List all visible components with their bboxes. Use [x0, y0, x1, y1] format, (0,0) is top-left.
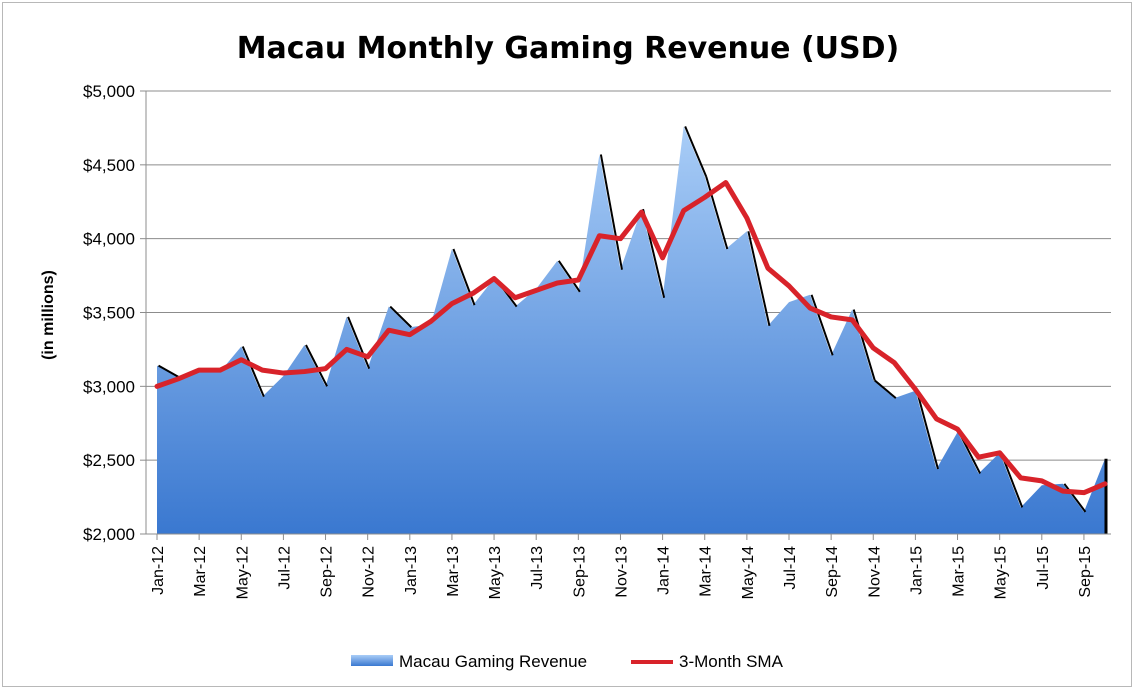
x-tick-label: May-12: [234, 546, 251, 599]
revenue-area-edge: [599, 154, 623, 270]
revenue-area-edge: [1063, 483, 1087, 513]
revenue-area-edge: [684, 126, 708, 178]
y-tick-label: $4,000: [83, 230, 135, 249]
revenue-area-edge: [747, 231, 771, 327]
area-series: [157, 126, 1108, 534]
x-tick-label: Nov-13: [613, 546, 630, 598]
revenue-area-edge: [347, 316, 371, 369]
revenue-area-edge: [874, 379, 897, 399]
x-tick-label: Mar-15: [951, 546, 968, 597]
x-tick-label: Jan-13: [403, 546, 420, 595]
x-tick-label: May-15: [993, 546, 1010, 599]
y-tick-labels: $2,000 $2,500 $3,000 $3,500 $4,000 $4,500 $5,0…: [83, 82, 135, 544]
revenue-area-edge: [810, 294, 834, 356]
revenue-area-edge: [305, 344, 328, 387]
legend-label-sma: 3-Month SMA: [679, 652, 784, 671]
x-tick-label: Nov-12: [361, 546, 378, 598]
x-tick-label: Mar-13: [445, 546, 462, 597]
y-tick-label: $2,500: [83, 451, 135, 470]
y-tick-label: $3,000: [83, 377, 135, 396]
revenue-area-edge: [158, 364, 181, 379]
y-tick-label: $4,500: [83, 156, 135, 175]
x-tick-label: Jan-14: [656, 546, 673, 595]
x-tick-label: Sep-15: [1077, 546, 1094, 598]
revenue-area: [157, 126, 1105, 534]
revenue-area-edge: [915, 390, 939, 470]
revenue-area-edge: [557, 260, 581, 293]
legend: Macau Gaming Revenue 3-Month SMA: [351, 652, 784, 671]
y-tick-label: $5,000: [83, 82, 135, 101]
chart-svg: Macau Monthly Gaming Revenue (USD) (in m…: [40, 31, 1111, 671]
y-tick-label: $3,500: [83, 304, 135, 323]
sma-series: [154, 180, 1108, 496]
x-tick-label: Mar-14: [698, 546, 715, 597]
legend-label-revenue: Macau Gaming Revenue: [399, 652, 587, 671]
legend-swatch-revenue: [351, 655, 393, 666]
y-tick-label: $2,000: [83, 525, 135, 544]
revenue-area-edge: [389, 305, 413, 328]
revenue-area-edge: [241, 346, 265, 398]
x-tick-label: Mar-12: [192, 546, 209, 597]
x-tick-label: Jan-12: [150, 546, 167, 595]
sma-line: [154, 180, 1108, 496]
x-tick-label: Jul-13: [529, 546, 546, 590]
x-tick-label: Jul-15: [1035, 546, 1052, 590]
x-tick-label: Jul-14: [782, 546, 799, 590]
x-tick-label: May-14: [740, 546, 757, 599]
x-tick-label: Sep-13: [571, 546, 588, 598]
x-tick-label: May-13: [487, 546, 504, 599]
axes: [145, 91, 1111, 535]
y-axis-label: (in millions): [40, 270, 57, 360]
x-tick-label: Jul-12: [276, 546, 293, 590]
revenue-area-edge: [852, 309, 876, 381]
x-tick-label: Nov-14: [866, 546, 883, 598]
x-tick-labels: Jan-12 Mar-12 May-12 Jul-12 Sep-12 Nov-12 Jan-…: [150, 534, 1094, 599]
x-tick-label: Sep-12: [319, 546, 336, 598]
chart-title: Macau Monthly Gaming Revenue (USD): [237, 31, 900, 66]
x-tick-label: Jan-15: [908, 546, 925, 595]
revenue-area-edge: [705, 176, 729, 250]
x-tick-label: Sep-14: [824, 546, 841, 598]
